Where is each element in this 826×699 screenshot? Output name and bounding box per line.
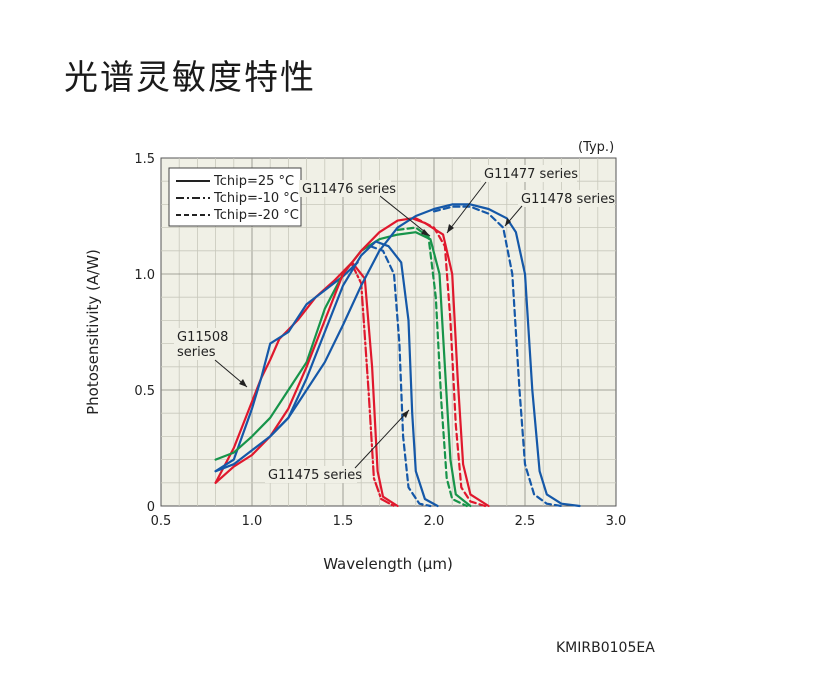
arrow-g11477 bbox=[447, 224, 454, 233]
leader-g11475 bbox=[354, 409, 410, 469]
label-bg bbox=[481, 165, 577, 182]
annotations: G11476 series G11477 series G11478 serie… bbox=[174, 165, 615, 483]
x-tick-label: 2.5 bbox=[515, 514, 536, 529]
label-g11476: G11476 series bbox=[302, 182, 396, 197]
x-tick-label: 2.0 bbox=[424, 514, 445, 529]
y-tick-label: 1.5 bbox=[134, 152, 155, 167]
label-g11478: G11478 series bbox=[521, 192, 615, 207]
label-bg bbox=[518, 190, 614, 207]
arrow-g11475 bbox=[402, 410, 409, 418]
series-line-10 bbox=[369, 245, 432, 508]
label-bg bbox=[265, 466, 357, 483]
label-bg bbox=[299, 180, 391, 197]
arrow-g11476 bbox=[421, 229, 430, 236]
label-g11508-line1: G11508 bbox=[177, 330, 228, 345]
label-g11508-line2: series bbox=[177, 345, 216, 360]
series-layer bbox=[214, 203, 581, 508]
legend-label-minus20: Tchip=-20 °C bbox=[213, 208, 299, 223]
series-line-8 bbox=[432, 205, 563, 508]
page-title: 光谱灵敏度特性 bbox=[64, 58, 316, 98]
x-tick-label: 0.5 bbox=[151, 514, 172, 529]
leader-g11477 bbox=[446, 181, 487, 234]
series-line-6 bbox=[414, 217, 487, 508]
x-tick-label: 1.0 bbox=[242, 514, 263, 529]
label-bg bbox=[174, 328, 232, 360]
leader-g11476 bbox=[379, 195, 431, 237]
y-tick-label: 0.5 bbox=[134, 384, 155, 399]
figure-code: KMIRB0105EA bbox=[556, 640, 655, 656]
series-line-3 bbox=[214, 231, 472, 508]
legend-label-25: Tchip=25 °C bbox=[213, 174, 294, 189]
series-line-1 bbox=[351, 263, 396, 508]
series-line-2 bbox=[214, 261, 359, 473]
typ-note: (Typ.) bbox=[578, 140, 614, 155]
arrow-g11478 bbox=[505, 218, 511, 226]
axis-ticks: 0.5 1.0 1.5 2.0 2.5 3.000.51.01.5 bbox=[134, 152, 626, 529]
y-tick-label: 1.0 bbox=[134, 268, 155, 283]
label-g11475: G11475 series bbox=[268, 468, 362, 483]
y-tick-label: 0 bbox=[147, 500, 155, 515]
legend-box bbox=[168, 167, 302, 227]
series-line-9 bbox=[269, 240, 439, 508]
x-tick-label: 1.5 bbox=[333, 514, 354, 529]
series-line-4 bbox=[396, 226, 468, 508]
x-axis-label: Wavelength (μm) bbox=[323, 555, 453, 573]
legend: Tchip=25 °C Tchip=-10 °C Tchip=-20 °C bbox=[168, 167, 302, 227]
label-g11477: G11477 series bbox=[484, 167, 578, 182]
arrow-g11508 bbox=[239, 379, 247, 387]
y-axis-label: Photosensitivity (A/W) bbox=[84, 249, 102, 415]
legend-label-minus10: Tchip=-10 °C bbox=[213, 191, 299, 206]
x-tick-label: 3.0 bbox=[606, 514, 627, 529]
